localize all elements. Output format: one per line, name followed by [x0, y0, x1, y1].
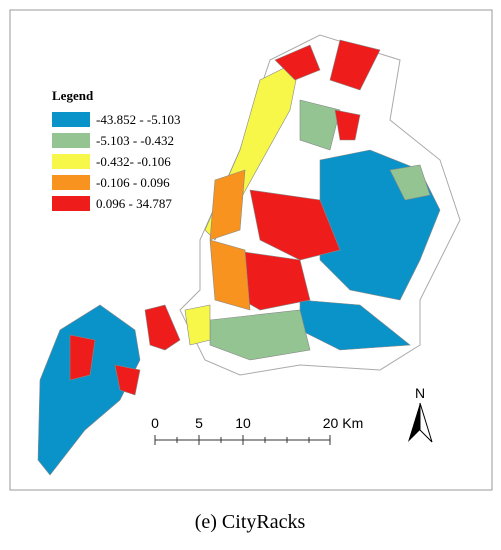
region [299, 99, 341, 151]
region [389, 164, 431, 201]
north-arrow: N [408, 385, 433, 443]
scale-label: 10 [235, 415, 251, 431]
region [144, 304, 181, 351]
legend-label: -5.103 - -0.432 [96, 133, 174, 148]
scale-label: 20 Km [323, 415, 363, 431]
region [329, 39, 381, 91]
legend-swatch [52, 175, 90, 190]
region [274, 44, 321, 81]
legend: -43.852 - -5.103 -5.103 - -0.432 -0.432- -… [52, 112, 181, 211]
region [184, 304, 211, 346]
north-label: N [415, 385, 425, 401]
legend-label: 0.096 - 34.787 [96, 196, 172, 211]
region [209, 239, 251, 311]
legend-swatch [52, 133, 90, 148]
region [114, 364, 141, 396]
region [209, 309, 311, 361]
region [69, 334, 96, 381]
legend-title: Legend [52, 88, 94, 103]
legend-label: -43.852 - -5.103 [96, 112, 181, 127]
region [209, 169, 246, 241]
legend-label: -0.432- -0.106 [96, 154, 171, 169]
caption: (e) CityRacks [195, 511, 306, 533]
legend-swatch [52, 154, 90, 169]
map [37, 34, 461, 476]
legend-label: -0.106 - 0.096 [96, 175, 170, 190]
scale-bar: 0 5 10 20 Km [151, 415, 363, 445]
legend-swatch [52, 196, 90, 211]
region [334, 109, 361, 141]
scale-label: 0 [151, 415, 159, 431]
region [249, 189, 341, 261]
scale-label: 5 [195, 415, 203, 431]
legend-swatch [52, 112, 90, 127]
